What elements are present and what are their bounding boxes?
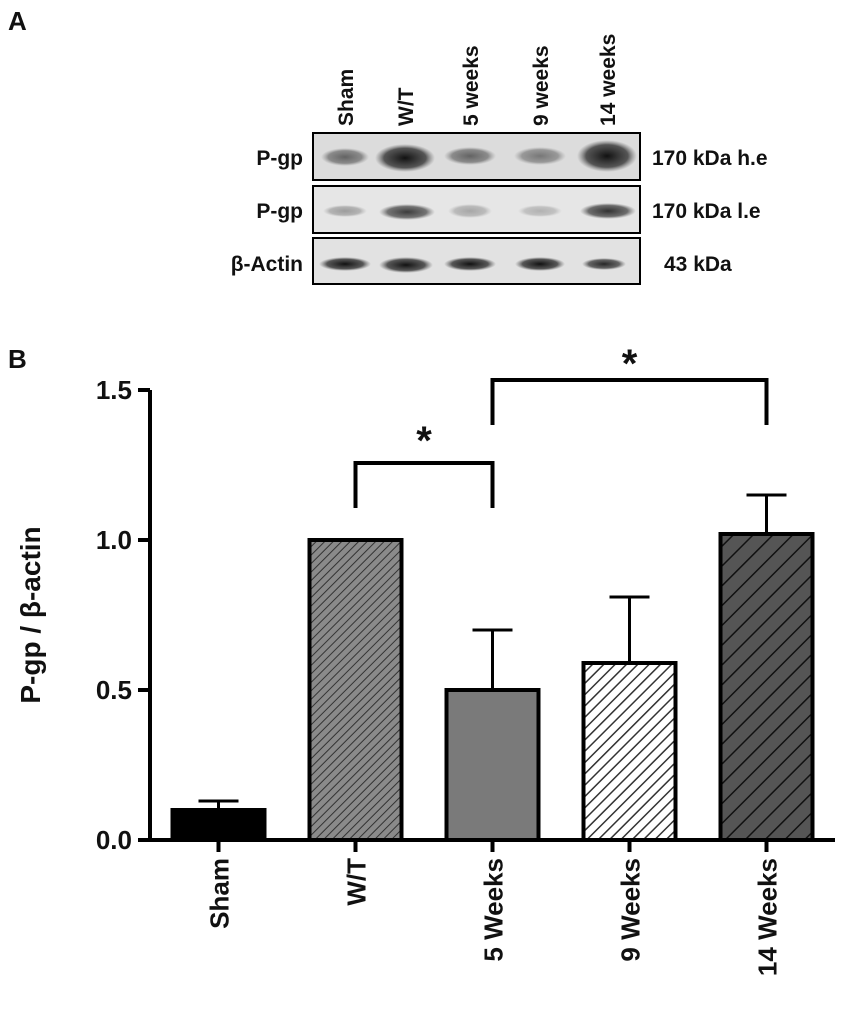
size-label: 170 kDa l.e [652, 200, 761, 223]
y-tick-label: 0.5 [96, 675, 132, 705]
row-label: P-gp [256, 200, 303, 223]
significance-bracket [490, 378, 769, 425]
bar-hatch [722, 536, 811, 838]
lane-label: Sham [335, 69, 358, 126]
panel-label: B [8, 344, 27, 374]
bar-hatch [585, 665, 674, 838]
significance-star: * [622, 342, 638, 386]
x-tick-label: 9 Weeks [616, 858, 646, 962]
bar-hatch [311, 542, 400, 838]
row-label: β-Actin [231, 253, 303, 276]
y-tick-label: 1.0 [96, 525, 132, 555]
size-label: 43 kDa [664, 253, 732, 276]
x-tick-label: 5 Weeks [479, 858, 509, 962]
significance-star: * [416, 419, 432, 463]
x-tick-label: W/T [342, 858, 372, 906]
western-blot [312, 132, 641, 285]
significance-bracket [353, 461, 495, 508]
lane-label: 5 weeks [460, 45, 483, 126]
x-tick-label: 14 Weeks [753, 858, 783, 976]
lane-label: 14 weeks [597, 34, 620, 126]
x-tick-label: Sham [205, 858, 235, 929]
bar [170, 808, 267, 842]
y-axis-label: P-gp / β-actin [15, 526, 46, 703]
lane-label: W/T [395, 87, 418, 126]
lane-label: 9 weeks [530, 45, 553, 126]
bar [444, 688, 541, 842]
row-label: P-gp [256, 147, 303, 170]
size-label: 170 kDa h.e [652, 147, 768, 170]
y-tick-label: 1.5 [96, 375, 132, 405]
y-tick-label: 0.0 [96, 825, 132, 855]
panel-label: A [8, 6, 27, 36]
